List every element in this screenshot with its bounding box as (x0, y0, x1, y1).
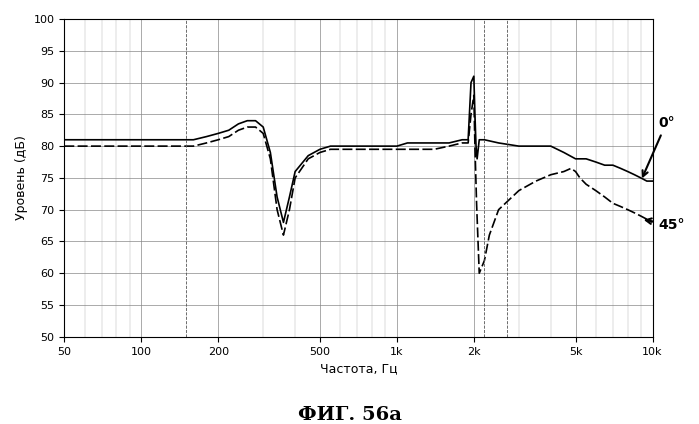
X-axis label: Частота, Гц: Частота, Гц (319, 362, 397, 375)
Y-axis label: Уровень (дБ): Уровень (дБ) (15, 135, 28, 220)
Text: ФИГ. 56а: ФИГ. 56а (298, 406, 401, 424)
Text: 0°: 0° (642, 116, 675, 176)
Text: 45°: 45° (646, 218, 684, 232)
